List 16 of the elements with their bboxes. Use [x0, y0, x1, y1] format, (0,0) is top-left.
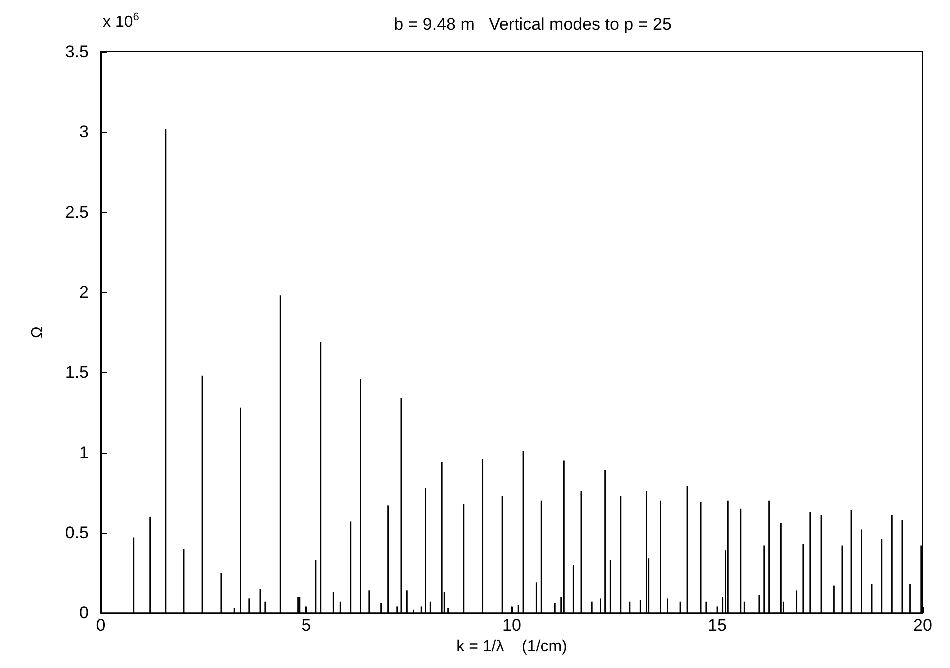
- y-tick-label: 2: [80, 282, 89, 302]
- chart-title: b = 9.48 m Vertical modes to p = 25: [394, 15, 672, 34]
- y-tick-label: 3: [80, 122, 89, 142]
- y-axis-title: Ω: [30, 326, 46, 339]
- y-tick-label: 2.5: [65, 202, 89, 222]
- y-tick-label: 3.5: [65, 42, 89, 62]
- x-axis-title: k = 1/λ (1/cm): [456, 638, 568, 656]
- x-tick-label: 10: [502, 616, 522, 636]
- x-tick-label: 0: [96, 616, 106, 636]
- y-tick-label: 1.5: [65, 363, 89, 382]
- y-tick-label: 0: [80, 604, 89, 623]
- y-tick-label: 1: [80, 443, 89, 462]
- x-tick-label: 20: [914, 616, 932, 636]
- x-tick-label: 15: [708, 616, 727, 636]
- y-tick-label: 0.5: [65, 523, 89, 542]
- x-tick-label: 5: [302, 616, 312, 636]
